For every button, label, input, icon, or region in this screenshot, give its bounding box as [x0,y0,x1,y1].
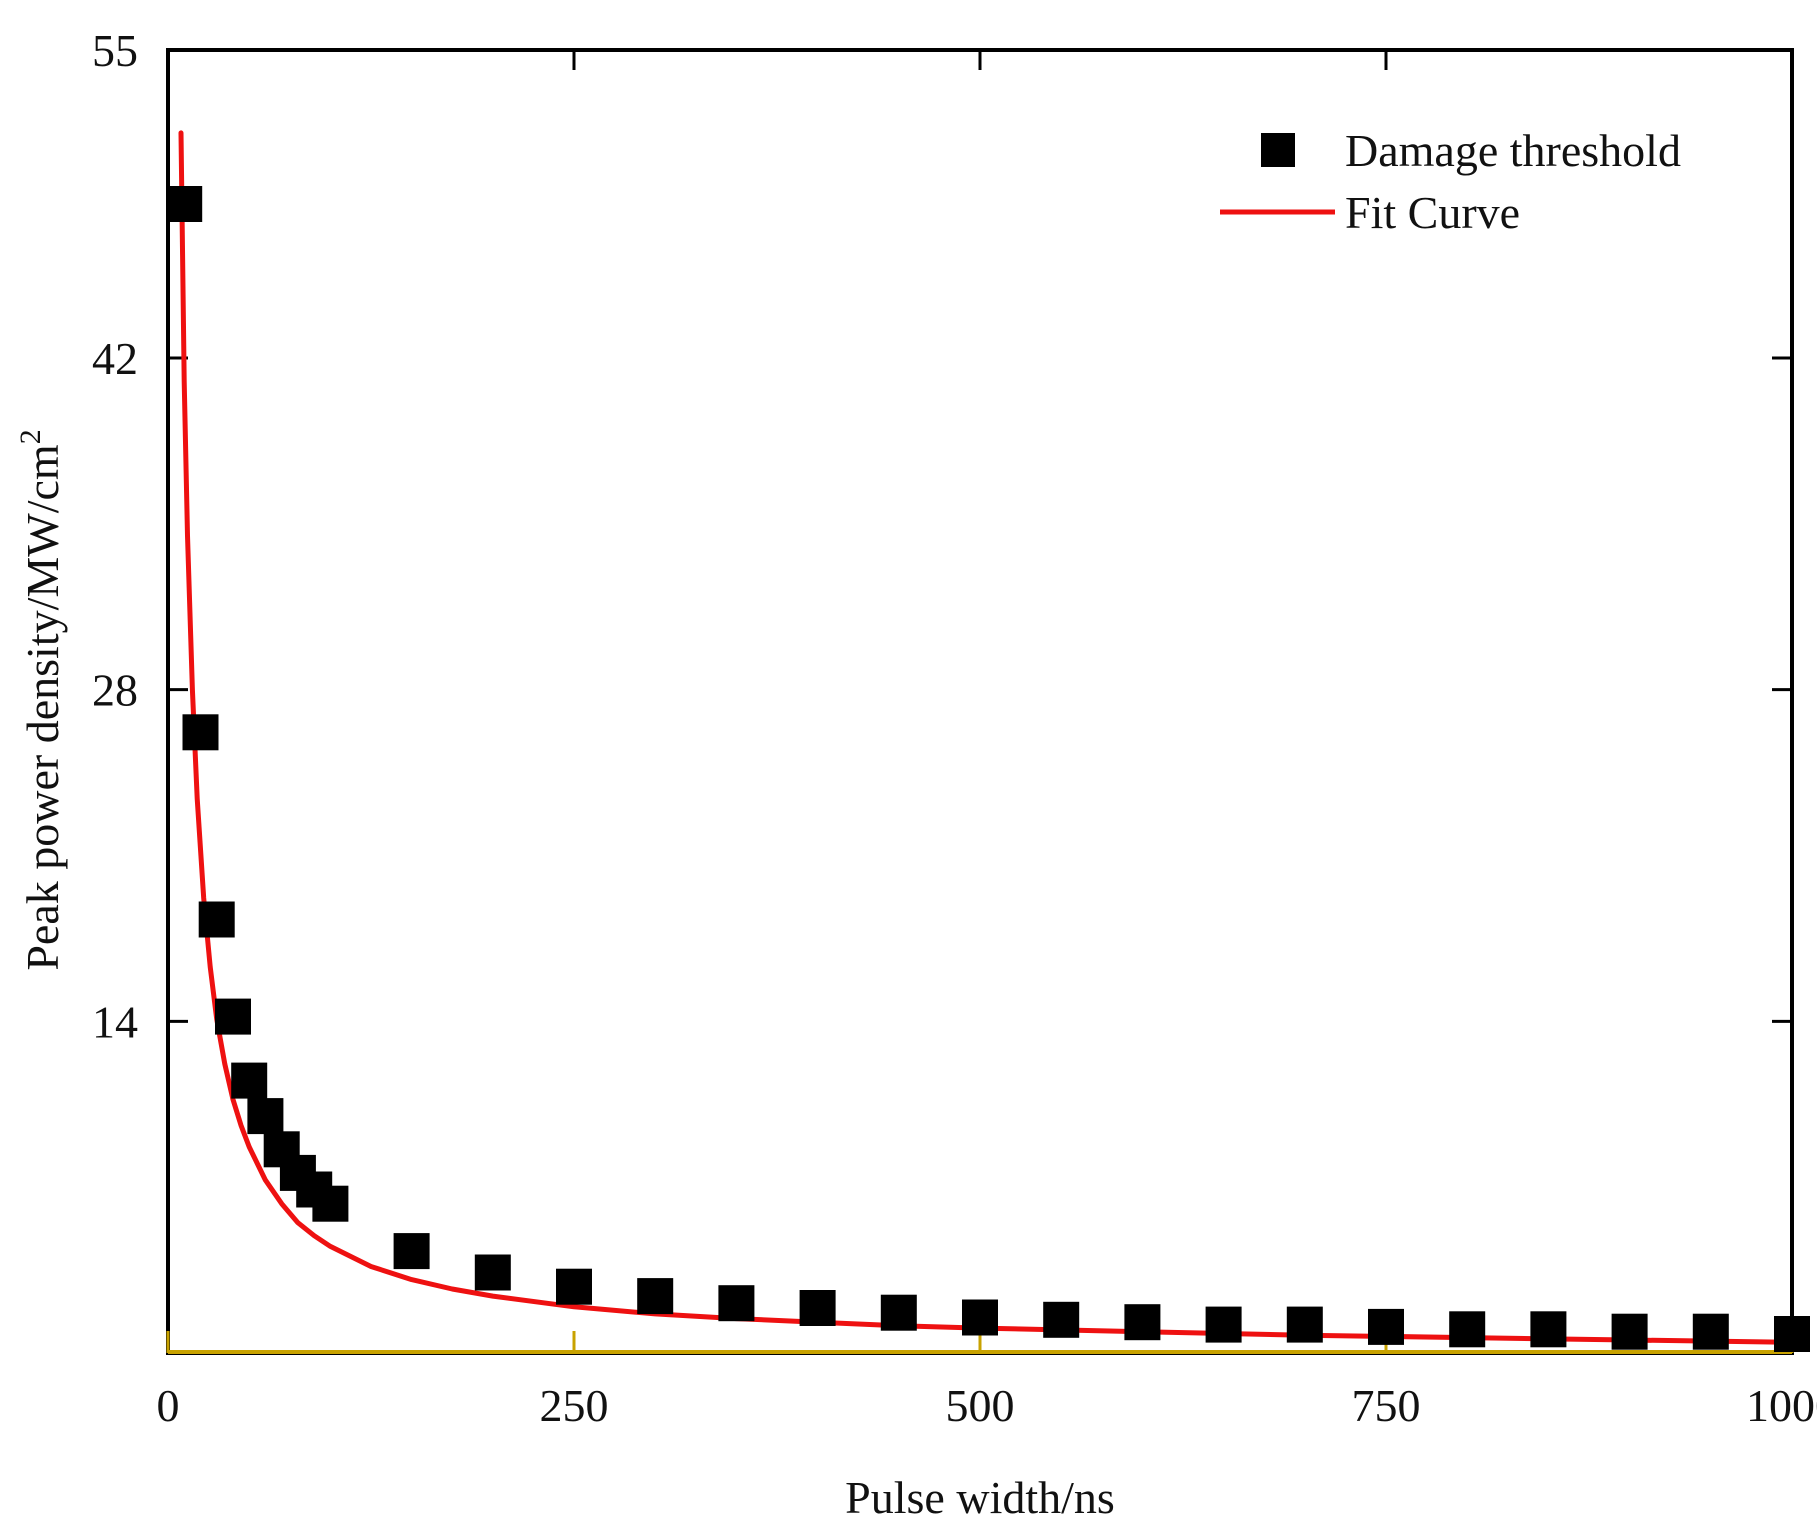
data-point [474,1254,511,1291]
legend: Damage threshold Fit Curve [1220,125,1681,238]
data-points-layer [166,186,1810,1352]
data-point [166,186,203,222]
data-point [1692,1313,1729,1350]
data-point [1611,1313,1648,1350]
data-point [1774,1316,1810,1352]
axis-ticks [166,48,1794,1354]
y-tick-label: 28 [92,665,138,716]
legend-label-damage-threshold: Damage threshold [1345,125,1681,176]
data-point [1043,1301,1080,1338]
data-point [637,1278,674,1315]
y-axis-title-superscript: 2 [14,429,47,444]
data-point [962,1299,998,1336]
data-point [1449,1311,1486,1348]
x-tick-label: 750 [1352,1380,1421,1431]
y-axis-title: Peak power density/MW/cm2 [14,429,68,970]
fit-curve-line [178,130,1795,1345]
data-point [556,1268,592,1305]
data-point [1124,1304,1161,1341]
data-point [231,1062,268,1099]
x-tick-label: 500 [946,1380,1015,1431]
y-axis-title-main: Peak power density/MW/cm [17,444,68,971]
legend-marker-damage-threshold [1261,133,1295,167]
y-tick-label: 42 [92,333,138,384]
y-tick-label: 14 [92,996,138,1047]
data-point [247,1098,284,1135]
x-tick-label: 0 [157,1380,180,1431]
data-point [182,714,219,751]
data-point [215,998,251,1035]
data-point [1368,1308,1404,1345]
plot-frame [166,48,1794,1355]
y-tick-label: 55 [92,25,138,76]
x-axis-title: Pulse width/ns [845,1472,1115,1523]
fit-curve-layer [178,130,1795,1345]
data-point [880,1294,917,1331]
data-point [718,1285,755,1322]
data-point [1205,1306,1242,1343]
data-point [393,1233,430,1270]
legend-label-fit-curve: Fit Curve [1345,187,1520,238]
data-point [1530,1311,1567,1348]
data-point [799,1290,836,1326]
data-point [1286,1306,1323,1343]
tick-labels: 0 250 500 750 1000 14 28 42 55 [92,25,1817,1431]
x-tick-label: 1000 [1746,1380,1817,1431]
data-point [198,901,235,938]
x-tick-label: 250 [540,1380,609,1431]
data-point [312,1185,349,1222]
